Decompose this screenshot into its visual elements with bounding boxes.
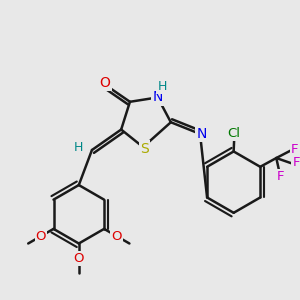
Text: O: O: [112, 230, 122, 243]
Text: H: H: [158, 80, 167, 93]
Text: N: N: [196, 127, 207, 141]
Text: S: S: [140, 142, 149, 155]
Text: O: O: [36, 230, 46, 243]
Text: F: F: [277, 170, 284, 183]
Text: F: F: [292, 156, 300, 169]
Text: O: O: [74, 252, 84, 265]
Text: H: H: [74, 141, 83, 154]
Text: F: F: [291, 143, 298, 156]
Text: Cl: Cl: [228, 127, 241, 140]
Text: N: N: [152, 90, 163, 104]
Text: O: O: [100, 76, 110, 90]
